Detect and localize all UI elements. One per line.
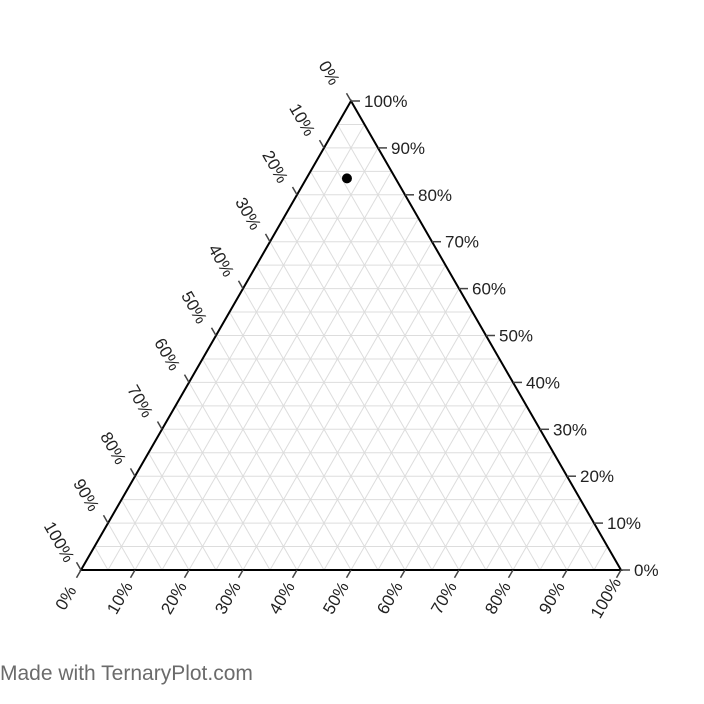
grid-line [324, 312, 473, 570]
tick-label-top-0: 0% [634, 561, 659, 580]
tick-label-top-4: 40% [526, 373, 560, 392]
tick-label-bottom-0: 0% [52, 583, 81, 614]
tick-label-top-8: 80% [418, 186, 452, 205]
tick-label-left-0: 0% [315, 58, 344, 89]
tick-mark [401, 570, 406, 578]
tick-label-top-9: 90% [391, 139, 425, 158]
tick-label-left-1: 10% [285, 100, 318, 139]
grid-line [149, 453, 217, 570]
tick-label-left-6: 60% [150, 335, 183, 374]
tick-label-bottom-9: 90% [535, 579, 568, 618]
tick-mark [320, 140, 325, 148]
grid-line [432, 406, 527, 570]
tick-label-left-10: 100% [40, 518, 78, 565]
tick-label-top-10: 100% [364, 92, 407, 111]
grid-line [122, 500, 163, 570]
tick-label-bottom-10: 100% [587, 574, 625, 621]
tick-mark [563, 570, 568, 578]
tick-label-top-1: 10% [607, 514, 641, 533]
grid-line [176, 406, 271, 570]
tick-label-left-2: 20% [258, 147, 291, 186]
tick-label-top-7: 70% [445, 233, 479, 252]
grid-line [203, 359, 325, 570]
tick-mark [131, 570, 136, 578]
tick-mark [347, 93, 352, 101]
tick-mark [293, 570, 298, 578]
tick-mark [266, 234, 271, 242]
grid-line [486, 453, 554, 570]
tick-label-left-5: 50% [177, 288, 210, 327]
grid-line [216, 218, 419, 570]
tick-label-top-5: 50% [499, 327, 533, 346]
tick-labels: 0%10%20%30%40%50%60%70%80%90%100%0%10%20… [40, 58, 659, 622]
tick-label-bottom-6: 60% [373, 579, 406, 618]
grid-line [338, 124, 595, 570]
tick-label-bottom-3: 30% [211, 579, 244, 618]
tick-label-bottom-5: 50% [319, 579, 352, 618]
footer-credit: Made with TernaryPlot.com [0, 662, 253, 686]
grid-line [284, 218, 487, 570]
tick-mark [158, 422, 163, 430]
tick-mark [239, 281, 244, 289]
tick-label-top-6: 60% [472, 280, 506, 299]
tick-mark [131, 468, 136, 476]
grid-line [108, 124, 365, 570]
tick-mark [293, 187, 298, 195]
tick-mark [104, 515, 109, 523]
tick-label-left-3: 30% [231, 194, 264, 233]
grid-line [594, 547, 608, 570]
tick-mark [212, 328, 217, 336]
tick-mark [347, 570, 352, 578]
tick-label-top-3: 30% [553, 420, 587, 439]
grid-line [540, 500, 581, 570]
tick-mark [185, 570, 190, 578]
tick-label-bottom-1: 10% [103, 579, 136, 618]
tick-mark [77, 562, 82, 570]
tick-label-left-7: 70% [123, 382, 156, 421]
grid-line [95, 547, 109, 570]
tick-mark [509, 570, 514, 578]
tick-label-left-9: 90% [69, 476, 102, 515]
tick-label-bottom-8: 80% [481, 579, 514, 618]
grid-line [257, 265, 433, 570]
tick-label-bottom-4: 40% [265, 579, 298, 618]
tick-label-left-8: 80% [96, 429, 129, 468]
tick-label-top-2: 20% [580, 467, 614, 486]
tick-label-left-4: 40% [204, 241, 237, 280]
data-points [342, 173, 352, 183]
tick-mark [617, 570, 622, 578]
tick-mark [455, 570, 460, 578]
data-point-0[interactable] [342, 173, 352, 183]
grid-line [270, 265, 446, 570]
grid-line [230, 312, 379, 570]
tick-mark [239, 570, 244, 578]
tick-mark [185, 375, 190, 383]
tick-label-bottom-2: 20% [157, 579, 190, 618]
grid-line [378, 359, 500, 570]
tick-mark [77, 570, 82, 578]
tick-label-bottom-7: 70% [427, 579, 460, 618]
